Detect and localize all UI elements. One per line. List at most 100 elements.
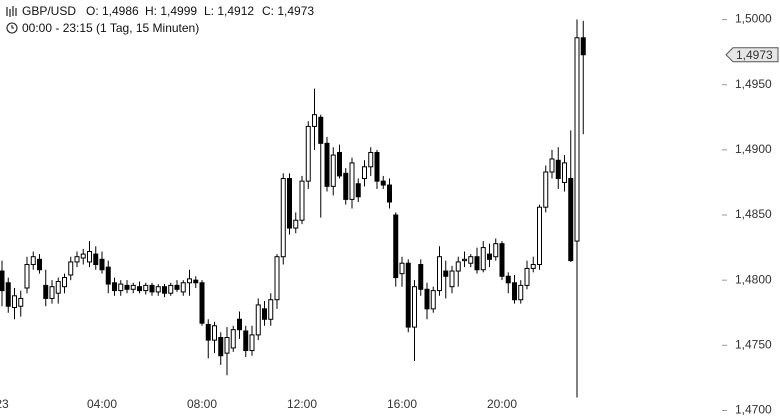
candle-body — [312, 114, 317, 127]
x-tick-label: 12:00 — [287, 397, 317, 411]
candle-body — [549, 158, 555, 173]
candle-body — [412, 286, 417, 328]
candle-body — [455, 261, 461, 272]
candle-body — [68, 261, 74, 276]
candle-body — [512, 282, 517, 301]
low-value: L: 1,4912 — [204, 4, 254, 18]
candle-body — [405, 262, 411, 328]
clock-icon — [6, 22, 18, 34]
candle-body — [155, 286, 161, 293]
close-value: C: 1,4973 — [262, 4, 314, 18]
candle-body — [362, 166, 367, 180]
candle-body — [55, 280, 61, 294]
candle-body — [199, 282, 205, 324]
candle-body — [43, 284, 49, 299]
y-tick-label: 1,4700 — [735, 403, 772, 417]
candle-body — [543, 171, 549, 208]
candle-body — [280, 178, 286, 258]
chart-type-icon — [6, 6, 17, 17]
candle-body — [0, 270, 5, 292]
candle-body — [380, 180, 386, 186]
candle-body — [574, 37, 580, 242]
candle-body — [318, 116, 324, 144]
candle-body — [387, 184, 392, 203]
candle-body — [74, 256, 80, 263]
candle-body — [462, 258, 467, 262]
candle-body — [374, 151, 380, 182]
candle-body — [168, 284, 174, 294]
candle-body — [324, 142, 330, 187]
candle-body — [355, 183, 361, 198]
y-tick-label: 1,4800 — [735, 272, 772, 286]
candle-body — [255, 304, 261, 336]
candle-body — [262, 308, 267, 320]
candle-body — [18, 297, 24, 307]
candle-body — [62, 277, 67, 288]
y-tick-label: 1,4850 — [735, 207, 772, 221]
candle-body — [187, 278, 192, 284]
candle-body — [249, 334, 255, 352]
x-tick-label: 16:00 — [387, 397, 417, 411]
candle-body — [105, 266, 111, 285]
candle-body — [243, 330, 249, 352]
candle-body — [562, 162, 567, 183]
candle-body — [112, 282, 117, 292]
candle-body — [349, 162, 355, 200]
candle-body — [399, 262, 405, 275]
candle-body — [80, 253, 86, 259]
candle-body — [443, 270, 449, 277]
candle-body — [99, 258, 105, 271]
candle-body — [524, 267, 530, 286]
candle-body — [237, 318, 242, 331]
y-tick-label: 1,4950 — [735, 77, 772, 91]
candle-body — [530, 264, 536, 269]
candle-body — [474, 256, 480, 271]
candle-body — [437, 256, 442, 292]
candle-body — [568, 178, 574, 262]
y-tick-label: 1,5000 — [735, 12, 772, 26]
candle-body — [293, 219, 299, 229]
candle-body — [518, 284, 524, 301]
x-tick-label: 04:00 — [87, 397, 117, 411]
candle-body — [149, 284, 155, 293]
candle-body — [162, 286, 167, 294]
candle-body — [274, 256, 280, 301]
candle-body — [468, 256, 474, 264]
candle-body — [193, 279, 199, 284]
candle-body — [30, 256, 36, 266]
candle-body — [218, 337, 224, 357]
candle-body — [224, 337, 230, 354]
candle-body — [130, 284, 136, 290]
candle-body — [493, 243, 499, 258]
candle-body — [205, 323, 211, 341]
candle-body — [143, 284, 149, 292]
candle-body — [480, 247, 486, 271]
candle-body — [212, 325, 217, 341]
y-tick-label: 1,4900 — [735, 142, 772, 156]
candle-body — [555, 159, 561, 180]
candle-body — [418, 264, 424, 290]
candle-body — [424, 288, 430, 310]
x-tick-label: 20:00 — [487, 397, 517, 411]
candle-body — [330, 154, 336, 187]
price-tag-label: 1,4973 — [736, 48, 773, 62]
candle-body — [499, 243, 505, 277]
time-range: 00:00 - 23:15 (1 Tag, 15 Minuten) — [22, 21, 199, 35]
x-tick-label: 23 — [0, 397, 9, 411]
candle-body — [124, 284, 130, 290]
high-value: H: 1,4999 — [145, 4, 197, 18]
candle-body — [49, 286, 55, 299]
candle-body — [137, 286, 142, 292]
x-tick-label: 08:00 — [187, 397, 217, 411]
price-tag — [725, 47, 779, 63]
candle-body — [505, 275, 511, 284]
candle-body — [230, 329, 236, 349]
candle-body — [93, 253, 99, 266]
candle-body — [337, 151, 342, 177]
candle-body — [5, 282, 11, 307]
candle-body — [268, 299, 274, 320]
candle-body — [180, 282, 186, 293]
symbol: GBP/USD — [22, 4, 76, 18]
